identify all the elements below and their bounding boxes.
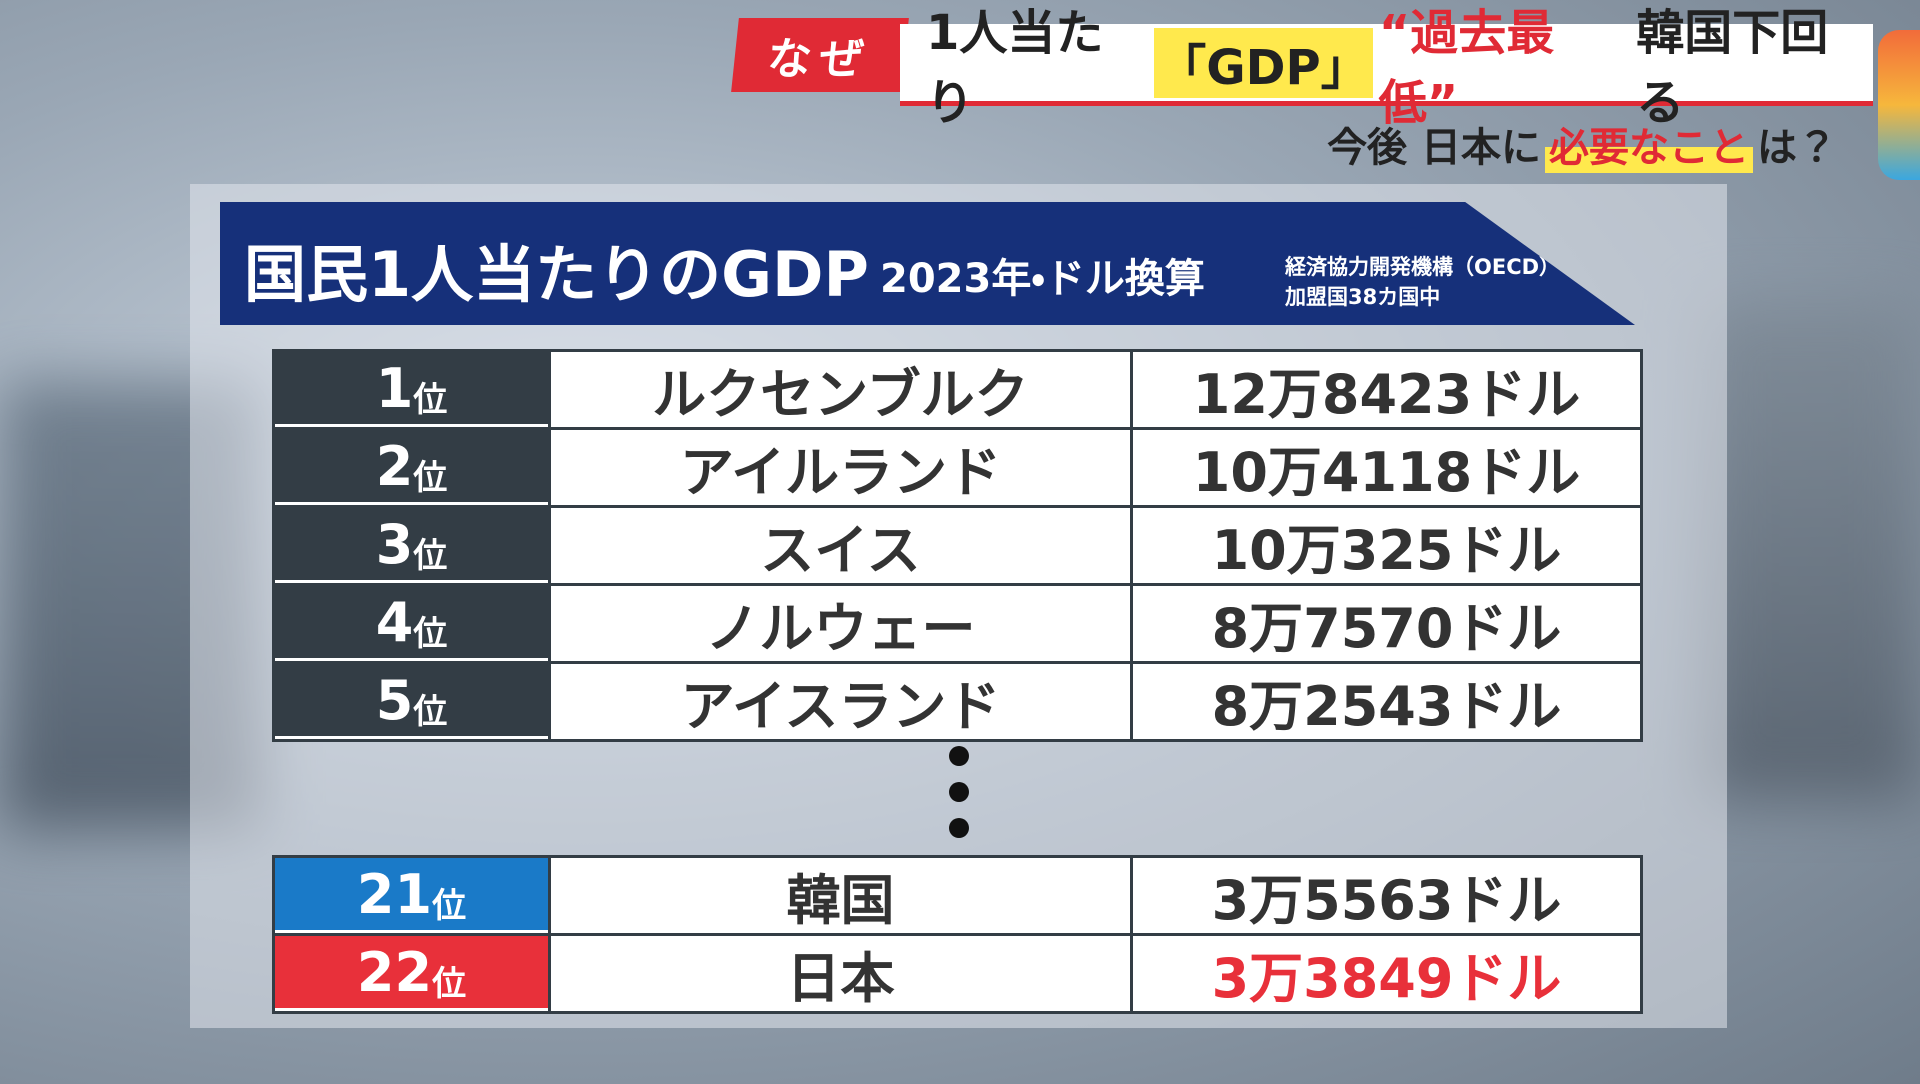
topic-tag: なぜ xyxy=(731,18,909,92)
rank-number: 3 xyxy=(375,512,414,576)
table-row: 1 位ルクセンブルク 12万8423ドル xyxy=(275,352,1640,427)
rank-number: 5 xyxy=(375,668,414,732)
gdp-cell: 10万325ドル xyxy=(1211,519,1562,582)
rank-number: 22 xyxy=(356,940,433,1004)
rank-unit: 位 xyxy=(413,457,448,498)
country-cell: ルクセンブルク xyxy=(548,352,1133,427)
country-cell: 日本 xyxy=(548,936,1133,1011)
rank-unit: 位 xyxy=(413,379,448,420)
rank-number: 4 xyxy=(375,590,414,654)
subheadline-text: 今後 日本に xyxy=(1327,125,1541,171)
channel-logo xyxy=(1878,30,1920,180)
panel-source: 経済協力開発機構（OECD） 加盟国38カ国中 xyxy=(1285,252,1560,312)
ellipsis-dot xyxy=(949,746,969,766)
ellipsis-dot xyxy=(949,782,969,802)
ellipsis-dot xyxy=(949,818,969,838)
country-cell: 韓国 xyxy=(548,858,1133,933)
rank-unit: 位 xyxy=(432,963,467,1004)
table-row: 22 位日本 3万3849ドル xyxy=(275,933,1640,1011)
background-blur xyxy=(1700,300,1920,800)
rank-unit: 位 xyxy=(413,691,448,732)
rank-cell: 21 位 xyxy=(275,858,548,933)
rank-number: 21 xyxy=(356,862,433,926)
rank-number: 1 xyxy=(375,356,414,420)
source-line: 経済協力開発機構（OECD） xyxy=(1285,255,1561,279)
subheadline: 今後 日本に 必要なこと は？ xyxy=(1327,114,1837,174)
source-line: 加盟国38カ国中 xyxy=(1285,285,1441,309)
headline-highlight: 「GDP」 xyxy=(1154,27,1373,98)
country-cell: アイルランド xyxy=(548,430,1133,505)
table-row: 2 位アイルランド 10万4118ドル xyxy=(275,427,1640,505)
gdp-cell: 8万7570ドル xyxy=(1211,597,1562,660)
country-cell: アイスランド xyxy=(548,664,1133,739)
gdp-cell: 12万8423ドル xyxy=(1192,363,1581,426)
table-row: 3 位スイス 10万325ドル xyxy=(275,505,1640,583)
headline: 1人当たり 「GDP」 “過去最低” 韓国下回る xyxy=(900,5,1873,131)
gdp-cell: 3万3849ドル xyxy=(1211,947,1562,1010)
rank-cell: 22 位 xyxy=(275,936,548,1011)
table-row: 21 位韓国 3万5563ドル xyxy=(275,858,1640,933)
rank-unit: 位 xyxy=(413,613,448,654)
country-cell: スイス xyxy=(548,508,1133,583)
headline-text: 1人当たり xyxy=(926,4,1104,131)
rank-unit: 位 xyxy=(432,885,467,926)
ranking-table-top: 1 位ルクセンブルク 12万8423ドル 2 位アイルランド 10万4118ドル 3 位スイス… xyxy=(272,349,1643,742)
gdp-cell: 8万2543ドル xyxy=(1211,675,1562,738)
rank-unit: 位 xyxy=(413,535,448,576)
gdp-cell: 3万5563ドル xyxy=(1211,869,1562,932)
panel-subtitle: 2023年・ドル換算 xyxy=(880,256,1205,302)
table-row: 4 位ノルウェー 8万7570ドル xyxy=(275,583,1640,661)
subheadline-text: は？ xyxy=(1757,125,1837,171)
subheadline-highlight: 必要なこと xyxy=(1545,115,1753,173)
gdp-cell: 10万4118ドル xyxy=(1192,441,1581,504)
panel-banner: 国民1人当たりのGDP 2023年・ドル換算 経済協力開発機構（OECD） 加盟… xyxy=(220,202,1635,325)
ranking-table-bottom: 21 位韓国 3万5563ドル 22 位日本 3万3849ドル xyxy=(272,855,1643,1014)
panel-title: 国民1人当たりのGDP xyxy=(244,238,869,311)
country-cell: ノルウェー xyxy=(548,586,1133,661)
rank-number: 2 xyxy=(375,434,414,498)
headline-text: 韓国下回る xyxy=(1636,4,1829,131)
headline-quote: “過去最低” xyxy=(1378,4,1555,131)
table-row: 5 位アイスランド 8万2543ドル xyxy=(275,661,1640,739)
